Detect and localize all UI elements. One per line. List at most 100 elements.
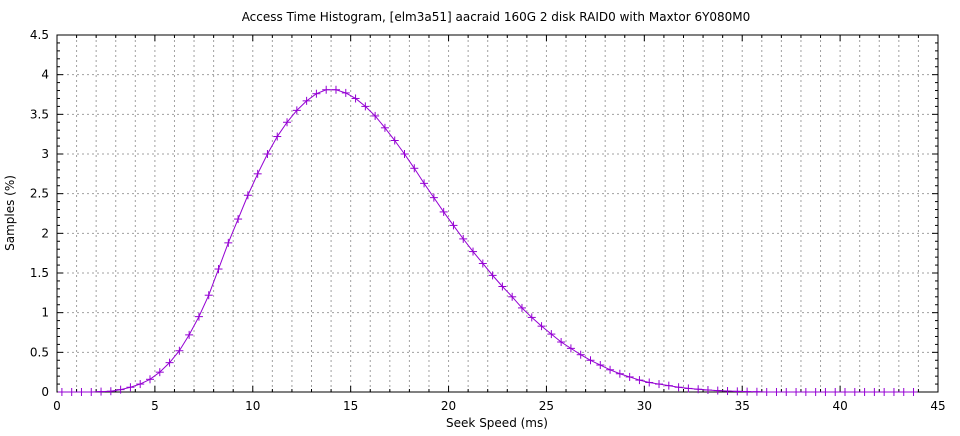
data-point (488, 271, 497, 280)
data-point (576, 350, 585, 359)
data-point (498, 282, 507, 291)
data-point (185, 330, 194, 339)
data-point (586, 356, 595, 365)
y-tick-label: 0.5 (30, 345, 49, 359)
data-point (723, 387, 732, 396)
data-point (674, 383, 683, 392)
data-point (557, 338, 566, 347)
x-tick-label: 0 (53, 399, 61, 413)
x-axis-label: Seek Speed (ms) (446, 416, 548, 430)
y-axis-label: Samples (%) (3, 175, 17, 251)
data-point (87, 388, 96, 396)
data-point (664, 381, 673, 390)
data-point (292, 106, 301, 115)
data-point (870, 388, 879, 396)
x-tick-label: 40 (832, 399, 847, 413)
y-tick-label: 4.5 (30, 28, 49, 42)
data-point (899, 388, 908, 396)
data-point (801, 388, 810, 396)
data-point (57, 388, 66, 396)
data-point (772, 388, 781, 396)
x-tick-label: 35 (735, 399, 750, 413)
data-point (469, 247, 478, 256)
grid (57, 35, 938, 392)
y-tick-label: 2 (41, 226, 49, 240)
x-tick-label: 20 (441, 399, 456, 413)
data-point (67, 388, 76, 396)
data-point (175, 346, 184, 355)
data-point (351, 94, 360, 103)
data-point (811, 388, 820, 396)
data-point (743, 387, 752, 396)
data-point (478, 259, 487, 268)
data-point (283, 118, 292, 127)
data-point (703, 386, 712, 395)
data-point (253, 169, 262, 178)
data-point (694, 385, 703, 394)
data-point (234, 215, 243, 224)
data-point (645, 378, 654, 387)
y-tick-label: 1 (41, 306, 49, 320)
data-point (841, 388, 850, 396)
data-point (782, 388, 791, 396)
x-tick-label: 10 (245, 399, 260, 413)
data-point (459, 234, 468, 243)
data-point (792, 388, 801, 396)
data-point (380, 123, 389, 132)
y-tick-label: 0 (41, 385, 49, 399)
data-point (429, 193, 438, 202)
y-tick-label: 2.5 (30, 187, 49, 201)
data-point (97, 387, 106, 396)
data-point (752, 387, 761, 396)
data-point (566, 344, 575, 353)
data-point (547, 330, 556, 339)
data-point (850, 388, 859, 396)
x-tick-label: 25 (539, 399, 554, 413)
data-point (341, 88, 350, 97)
x-tick-label: 5 (151, 399, 159, 413)
y-tick-label: 3 (41, 147, 49, 161)
data-point (889, 388, 898, 396)
data-point (331, 85, 340, 94)
data-point (527, 313, 536, 322)
data-point (390, 136, 399, 145)
data-point (361, 102, 370, 111)
data-point (635, 376, 644, 385)
data-point (126, 383, 135, 392)
y-tick-label: 3.5 (30, 107, 49, 121)
data-point (155, 368, 164, 377)
data-point (243, 191, 252, 200)
data-point (322, 85, 331, 94)
data-point (860, 388, 869, 396)
data-point (371, 111, 380, 120)
y-tick-label: 1.5 (30, 266, 49, 280)
data-point (106, 387, 115, 396)
data-point (312, 89, 321, 98)
data-point (420, 179, 429, 188)
plot-frame (56, 34, 939, 393)
y-tick-label: 4 (41, 68, 49, 82)
data-point (449, 221, 458, 230)
x-tick-label: 15 (343, 399, 358, 413)
data-point (762, 388, 771, 396)
data-point (596, 361, 605, 370)
data-point (439, 207, 448, 216)
data-point (625, 372, 634, 381)
data-point (537, 322, 546, 331)
series-line-path (61, 89, 914, 393)
x-tick-label: 30 (637, 399, 652, 413)
data-point (831, 388, 840, 396)
data-point (655, 380, 664, 389)
data-point (400, 150, 409, 158)
data-point (508, 292, 517, 301)
data-point (224, 238, 233, 247)
data-point (204, 291, 213, 300)
data-point (517, 303, 526, 312)
x-tick-label: 45 (930, 399, 945, 413)
data-point (194, 312, 203, 321)
data-point (263, 150, 272, 158)
data-point (145, 375, 154, 384)
data-point (302, 96, 311, 105)
data-point (273, 132, 282, 141)
